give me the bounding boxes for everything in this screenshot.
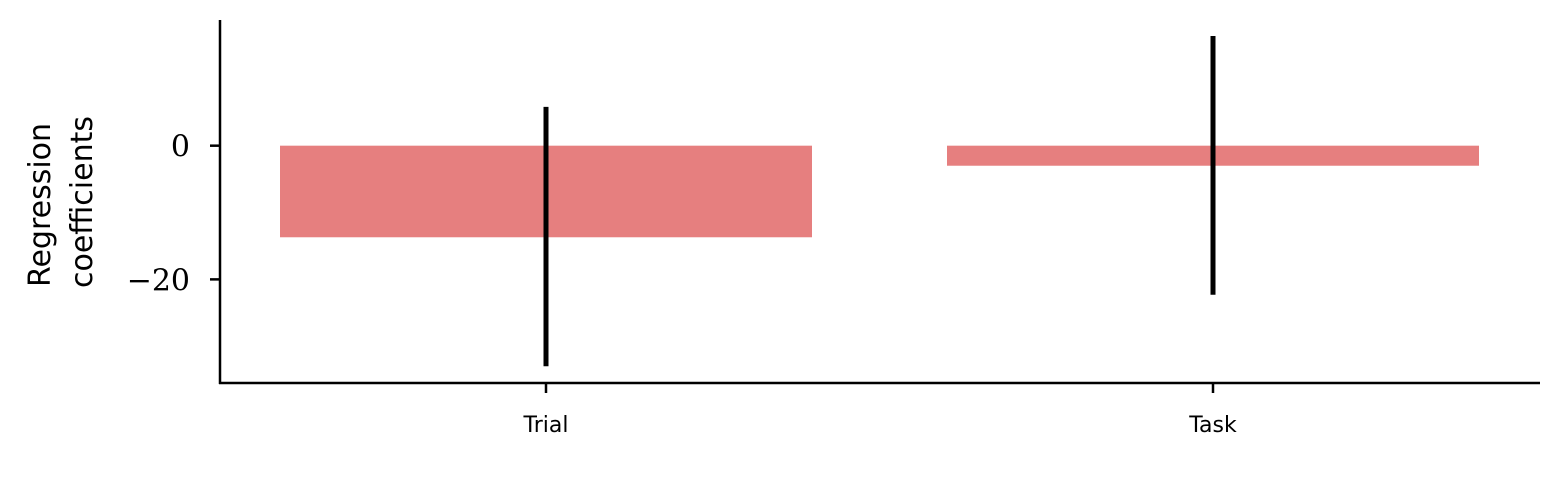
y-tick-label-0: 0 [171,130,190,165]
bars-layer [280,145,1479,238]
x-ticks-layer: Trial Task [523,383,1237,438]
y-axis-label: Regression coefficients [23,116,100,288]
axes-layer [218,20,1540,385]
x-tick-label-task: Task [1188,413,1237,438]
y-ticks-layer: 0 −20 [127,130,220,298]
x-tick-label-trial: Trial [523,413,569,438]
y-tick-label-1: −20 [127,263,190,298]
y-axis-label-line-2: coefficients [65,116,100,288]
y-axis-label-line-1: Regression [23,123,58,287]
error-bars-layer [543,36,1216,367]
